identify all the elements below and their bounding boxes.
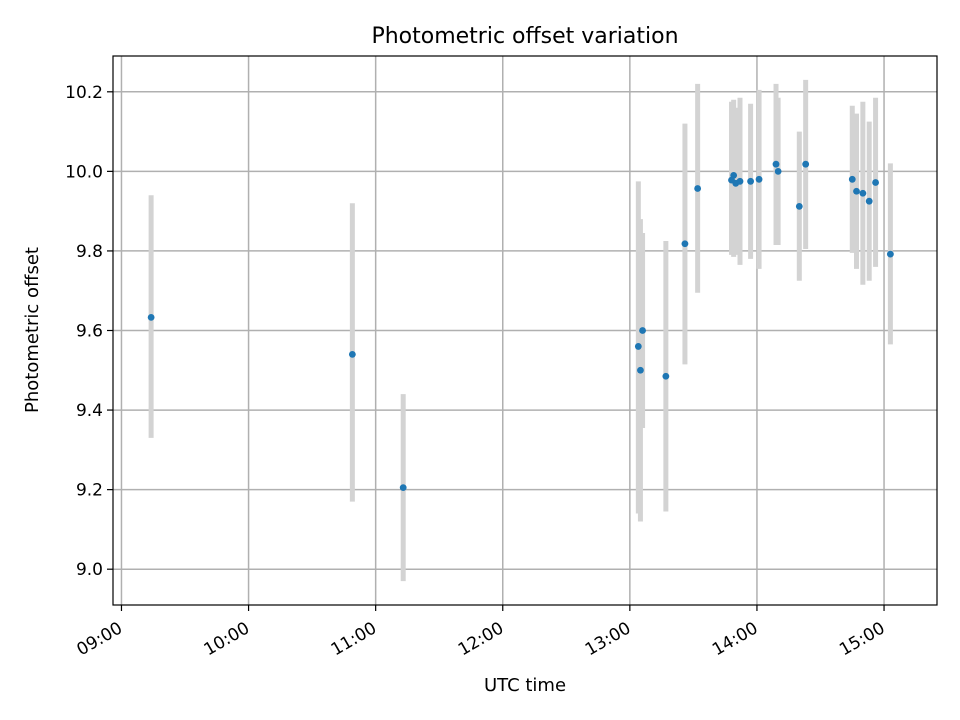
y-tick-label: 9.8 (76, 242, 103, 262)
data-point (730, 171, 738, 179)
data-point (681, 240, 689, 248)
data-point (662, 372, 670, 380)
y-tick-label: 9.6 (76, 322, 103, 342)
y-tick-label: 9.0 (76, 560, 103, 580)
x-tick-label: 13:00 (582, 618, 634, 660)
data-point (853, 187, 860, 195)
data-point (639, 327, 646, 334)
data-point (872, 179, 879, 186)
data-point (694, 185, 702, 192)
x-tick-label: 14:00 (709, 618, 761, 660)
y-tick-label: 9.2 (76, 481, 103, 501)
data-point (848, 175, 856, 183)
data-point (772, 160, 780, 168)
data-point (634, 343, 642, 350)
grid-lines (113, 56, 937, 605)
x-tick-label: 09:00 (74, 618, 126, 660)
x-tick-label: 10:00 (201, 618, 253, 660)
data-points (147, 160, 894, 492)
data-point (147, 313, 155, 321)
x-axis-label: UTC time (484, 675, 566, 696)
x-tick-label: 12:00 (455, 618, 507, 660)
data-point (802, 160, 810, 168)
axis-ticks: 09:00 10:00 11:00 12:00 13:00 14:00 15:00 9.0 9.… (65, 83, 888, 660)
data-point (399, 484, 407, 492)
x-tick-label: 11:00 (328, 618, 380, 660)
data-point (736, 177, 744, 185)
x-tick-label: 15:00 (836, 618, 888, 660)
y-tick-label: 9.4 (76, 401, 103, 421)
data-point (859, 189, 867, 197)
y-tick-label: 10.2 (65, 83, 103, 103)
data-point (865, 197, 873, 205)
data-point (747, 177, 754, 185)
chart-title: Photometric offset variation (371, 24, 678, 49)
data-point (886, 250, 894, 258)
data-point (795, 202, 803, 210)
y-axis-label: Photometric offset (22, 247, 43, 413)
data-point (774, 167, 782, 175)
data-point (755, 175, 763, 183)
data-point (637, 366, 644, 374)
data-point (348, 350, 356, 358)
y-tick-label: 10.0 (65, 162, 103, 182)
